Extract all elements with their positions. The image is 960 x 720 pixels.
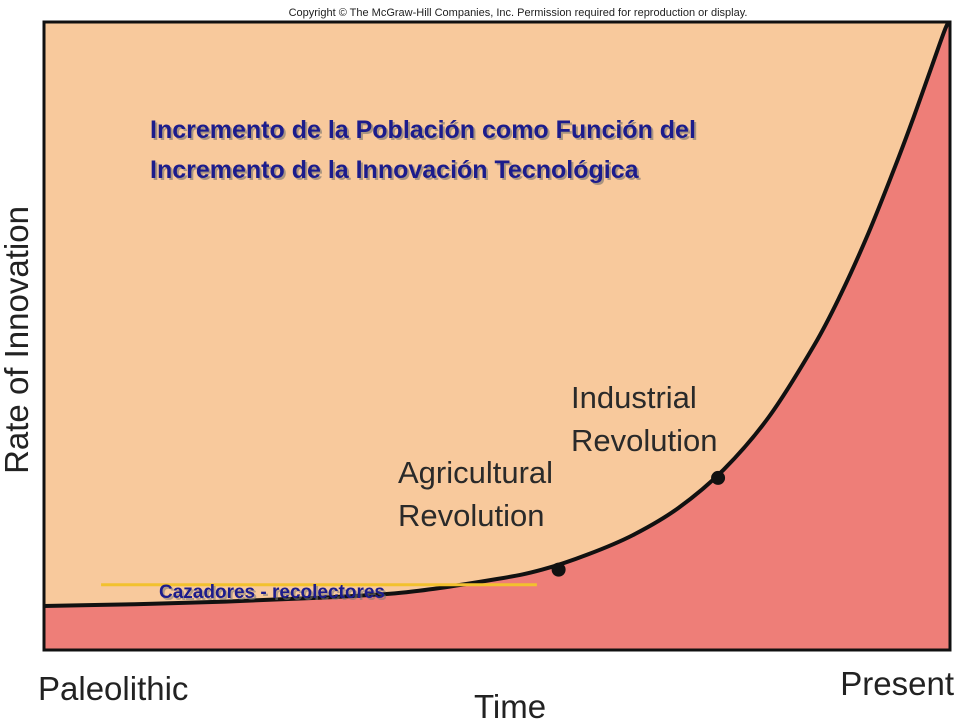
chart-title-line-2-shadow: Incremento de la Innovación Tecnológica bbox=[152, 158, 642, 186]
agricultural-revolution-label: Agricultural Revolution bbox=[398, 455, 553, 533]
x-tick-label-present: Present bbox=[840, 665, 954, 702]
chart-title-line-1-shadow: Incremento de la Población como Función … bbox=[152, 118, 698, 146]
industrial-revolution-label-line-2: Revolution bbox=[571, 423, 717, 458]
agricultural-revolution-marker bbox=[551, 562, 566, 577]
industrial-revolution-label: Industrial Revolution bbox=[571, 380, 717, 458]
industrial-revolution-label-line-1: Industrial bbox=[571, 380, 697, 415]
agricultural-revolution-label-line-2: Revolution bbox=[398, 498, 544, 533]
hunter-gatherer-label-shadow: Cazadores - recolectores bbox=[161, 584, 387, 605]
hunter-gatherer-label: Cazadores - recolectores bbox=[159, 582, 385, 603]
chart-title: Incremento de la Población como Función … bbox=[150, 116, 698, 186]
x-axis-label: Time bbox=[474, 688, 546, 720]
chart-frame bbox=[42, 20, 952, 652]
chart-title-line-1: Incremento de la Población como Función … bbox=[150, 116, 696, 144]
innovation-curve bbox=[43, 20, 952, 608]
chart-title-line-2: Incremento de la Innovación Tecnológica bbox=[150, 156, 640, 184]
y-axis-label: Rate of Innovation bbox=[0, 206, 35, 474]
x-tick-label-paleolithic: Paleolithic bbox=[38, 670, 188, 707]
agricultural-revolution-label-line-1: Agricultural bbox=[398, 455, 553, 490]
industrial-revolution-marker bbox=[711, 470, 726, 485]
lower-area bbox=[44, 22, 950, 650]
copyright-notice: Copyright © The McGraw-Hill Companies, I… bbox=[289, 7, 748, 19]
